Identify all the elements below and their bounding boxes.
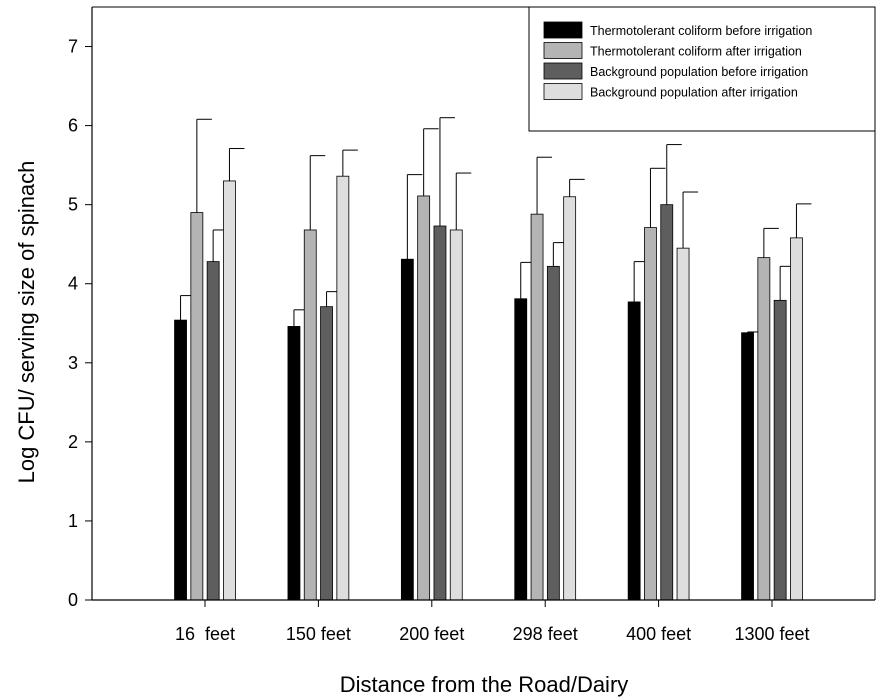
bar: [773, 299, 787, 601]
x-tick-label: 200 feet: [399, 624, 464, 644]
y-tick-label: 6: [68, 116, 78, 136]
bar: [190, 212, 204, 601]
plot-area: [174, 117, 812, 601]
bar: [790, 237, 803, 601]
legend-label: Thermotolerant coliform after irrigation: [590, 45, 802, 59]
x-axis-title: Distance from the Road/Dairy: [340, 672, 629, 697]
legend-box: [528, 6, 876, 132]
bar: [530, 213, 544, 601]
bar: [741, 332, 754, 601]
bar: [223, 180, 236, 601]
legend-label: Thermotolerant coliform before irrigatio…: [590, 24, 812, 38]
bar: [400, 258, 414, 601]
legend-swatch: [543, 83, 583, 100]
bar: [676, 247, 690, 601]
bar: [174, 319, 187, 601]
legend-label: Background population after irrigation: [590, 86, 798, 100]
y-tick-label: 3: [68, 353, 78, 373]
legend-swatch: [543, 21, 583, 39]
y-tick-label: 5: [68, 195, 78, 215]
bar: [206, 261, 220, 601]
x-tick-label: 400 feet: [626, 624, 691, 644]
x-tick-label: 16 feet: [175, 624, 235, 644]
legend-swatch: [543, 62, 583, 80]
bar: [757, 257, 771, 601]
bar: [514, 298, 528, 601]
y-tick-label: 4: [68, 274, 78, 294]
y-tick-label: 1: [68, 511, 78, 531]
axes: 0 1 2 3 4 5 6 7 16 feet 150 feet 200 feet 298 feet 4…: [68, 6, 876, 644]
bar: [287, 326, 301, 601]
bar: [546, 265, 560, 601]
legend: Thermotolerant coliform before irrigatio…: [528, 6, 876, 132]
bar: [449, 229, 463, 601]
x-tick-label: 298 feet: [513, 624, 578, 644]
bar: [660, 204, 674, 601]
y-axis-title: Log CFU/ serving size of spinach: [14, 161, 39, 484]
bar: [320, 306, 333, 601]
x-tick-label: 1300 feet: [734, 624, 809, 644]
bar: [417, 195, 431, 601]
y-tick-label: 2: [68, 432, 78, 452]
bar: [644, 227, 657, 601]
legend-label: Background population before irrigation: [590, 65, 808, 79]
y-tick-label: 7: [68, 37, 78, 57]
legend-swatch: [543, 42, 583, 59]
bar: [336, 175, 350, 601]
y-tick-label: 0: [68, 590, 78, 610]
bar: [433, 225, 447, 601]
bar: [563, 196, 577, 601]
x-tick-label: 150 feet: [286, 624, 351, 644]
bar: [303, 229, 317, 601]
bar: [627, 301, 641, 601]
